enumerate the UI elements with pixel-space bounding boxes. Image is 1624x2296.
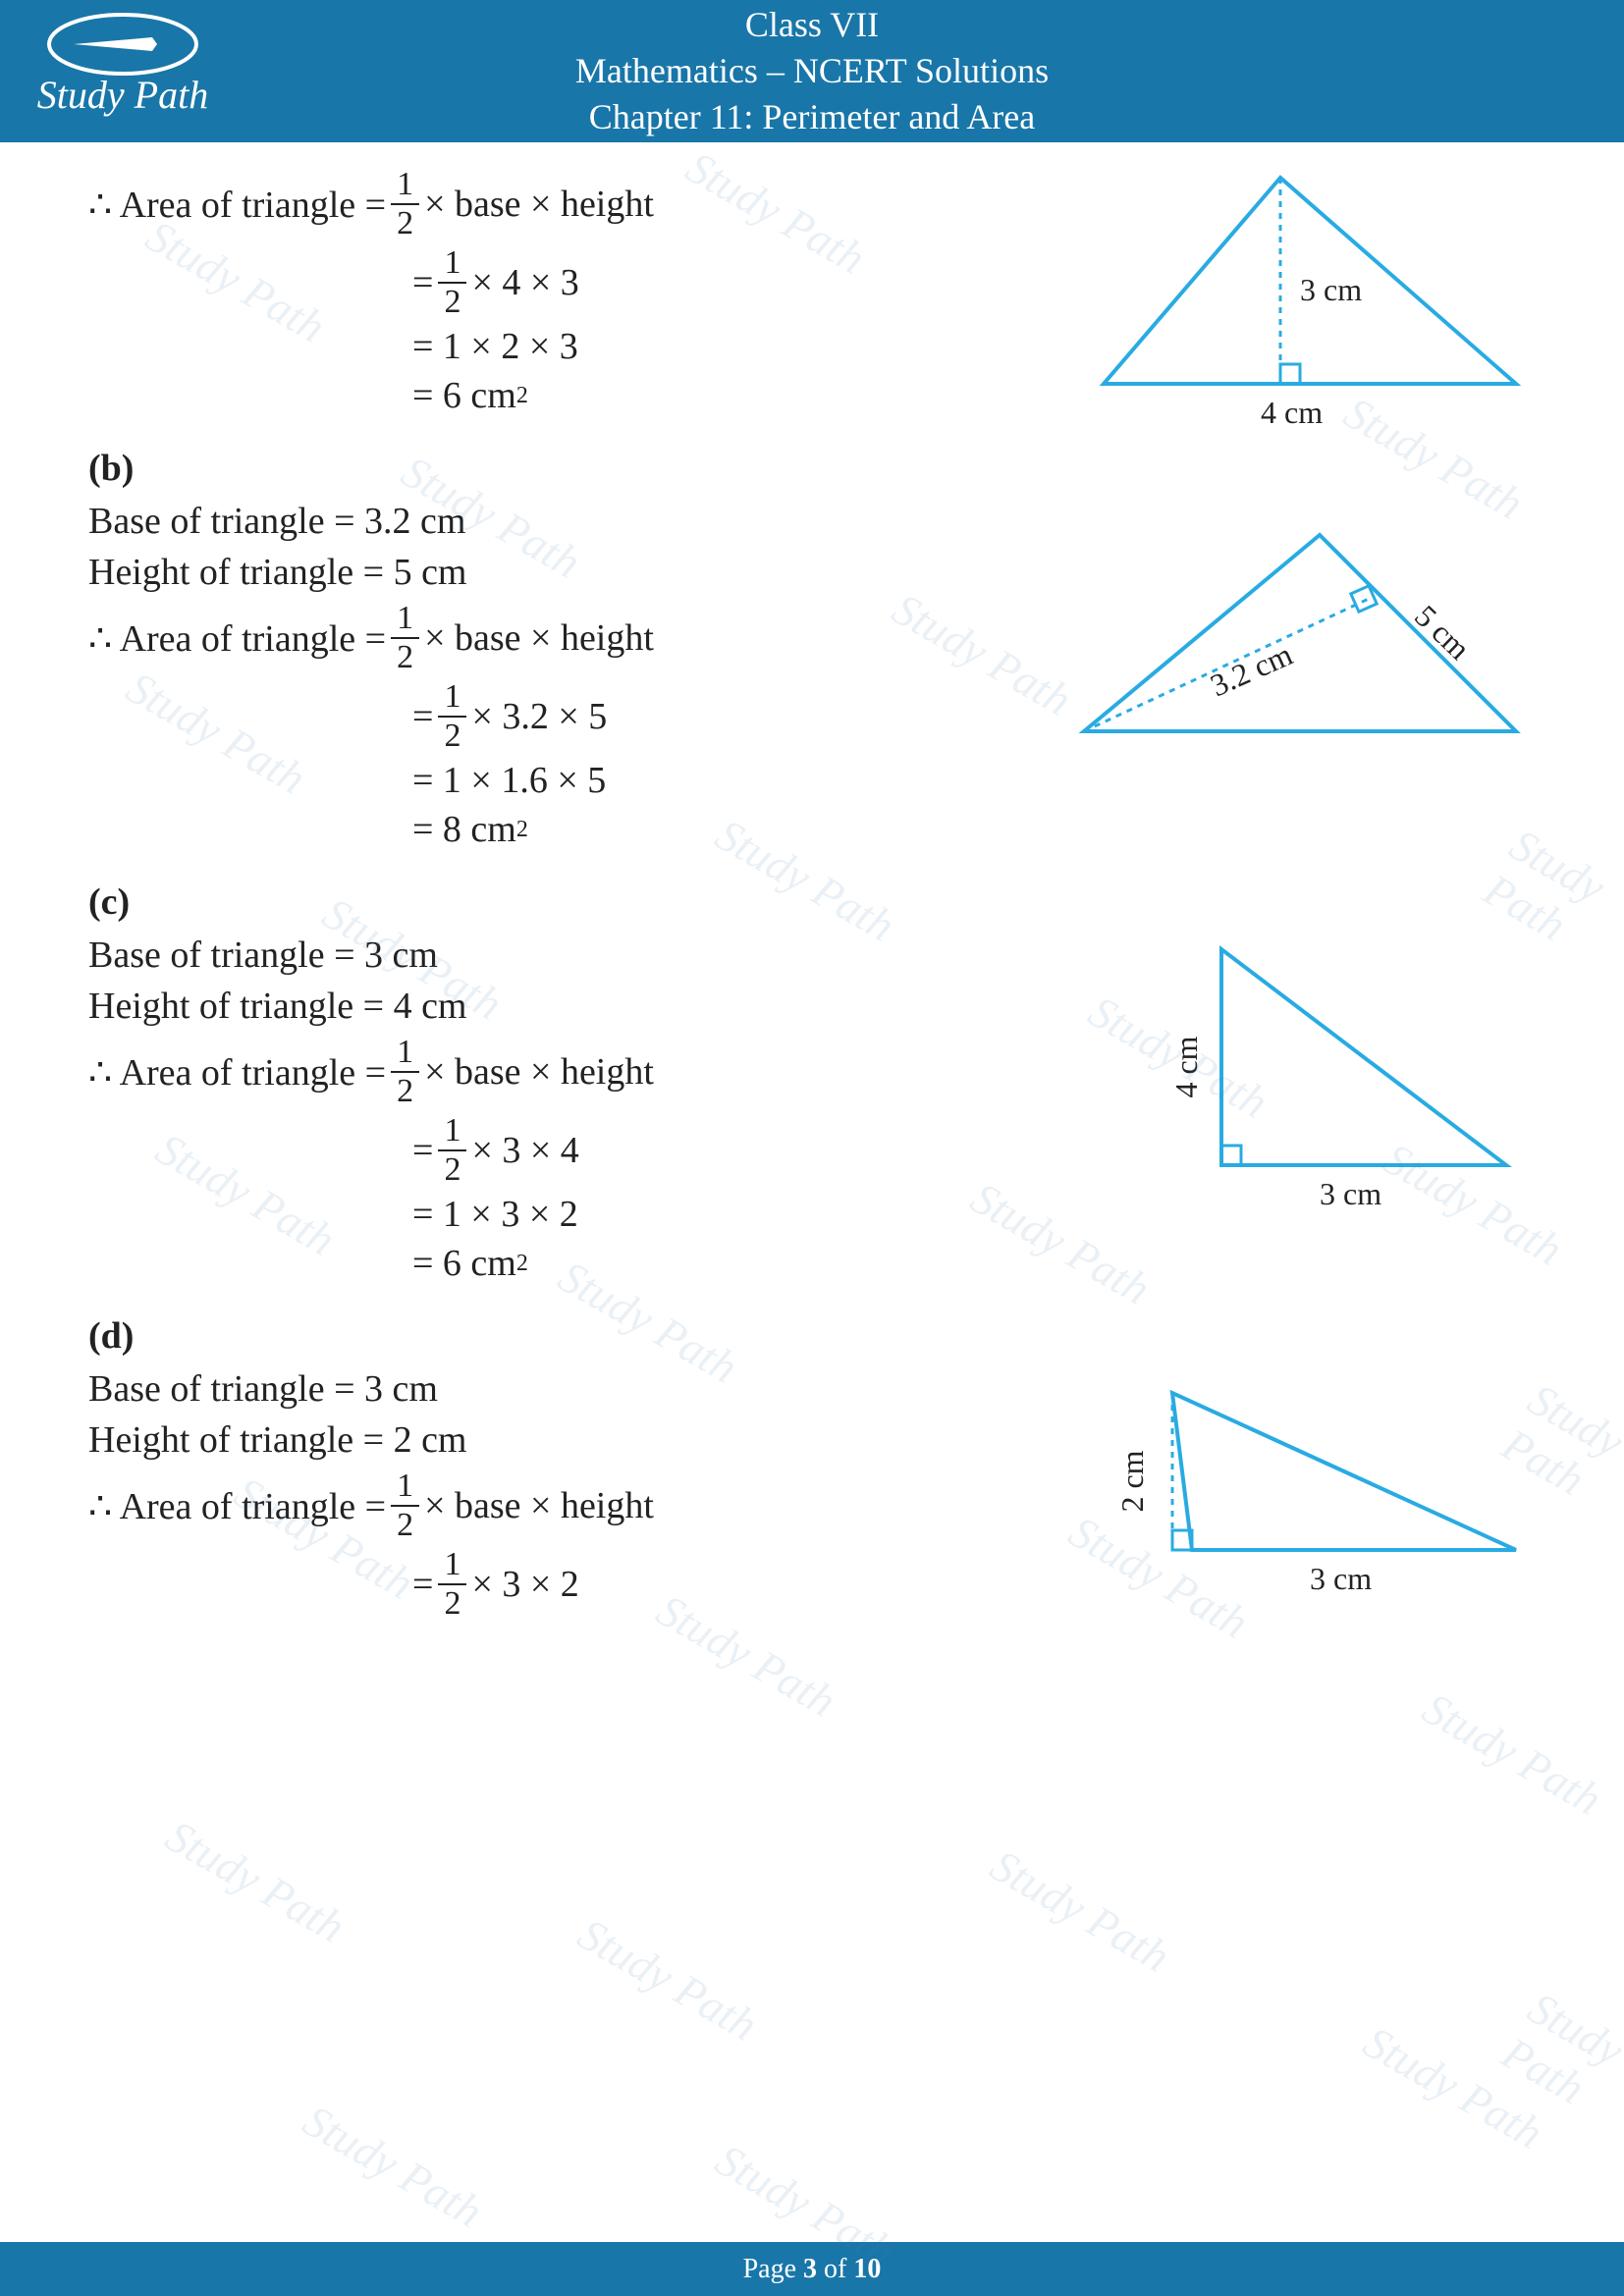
- figure-d: 2 cm 3 cm: [1084, 1373, 1536, 1599]
- figure-c: 4 cm 3 cm: [1143, 930, 1536, 1214]
- fig-height-label: 3 cm: [1300, 272, 1362, 307]
- header-line-2: Mathematics – NCERT Solutions: [0, 48, 1624, 94]
- fig-base-label: 4 cm: [1261, 395, 1323, 430]
- logo: Study Path: [34, 10, 211, 128]
- footer-total-pages: 10: [853, 2254, 881, 2284]
- figure-a: 3 cm 4 cm: [1084, 158, 1536, 433]
- watermark-text: Study Path: [569, 1907, 766, 2051]
- header-line-1: Class VII: [0, 2, 1624, 48]
- step-3: = 8 cm2: [88, 808, 1536, 851]
- part-label-d: (d): [88, 1314, 1536, 1358]
- watermark-text: Study Path: [1414, 1682, 1610, 1825]
- problem-a: ∴ Area of triangle = 12 × base × height …: [88, 168, 1536, 417]
- fig-height-label: 3.2 cm: [1205, 636, 1297, 703]
- footer-prefix: Page: [743, 2254, 803, 2284]
- fraction-half: 12: [391, 602, 419, 674]
- formula-rhs: × base × height: [424, 616, 654, 660]
- watermark-text: Study Path: [157, 1809, 353, 1952]
- page-footer: Page 3 of 10: [0, 2242, 1624, 2296]
- formula-lhs: ∴ Area of triangle =: [88, 183, 386, 227]
- watermark-text: Study Path: [982, 1839, 1178, 1982]
- formula-rhs: × base × height: [424, 1484, 654, 1527]
- watermark-text: Study Path: [1355, 2015, 1551, 2159]
- fraction-half: 12: [438, 246, 466, 319]
- problem-d: (d) Base of triangle = 3 cm Height of tr…: [88, 1314, 1536, 1621]
- header-line-3: Chapter 11: Perimeter and Area: [0, 94, 1624, 140]
- logo-text: Study Path: [37, 73, 208, 117]
- watermark-text: Study Path: [1493, 1982, 1624, 2128]
- page-content: ∴ Area of triangle = 12 × base × height …: [0, 142, 1624, 1621]
- fraction-half: 12: [391, 168, 419, 240]
- fig-base-label: 3 cm: [1310, 1561, 1372, 1596]
- formula-lhs: ∴ Area of triangle =: [88, 1484, 386, 1528]
- fig-height-label: 4 cm: [1168, 1036, 1204, 1097]
- formula-rhs: × base × height: [424, 1050, 654, 1094]
- formula-rhs: × base × height: [424, 183, 654, 226]
- fig-side-label: 5 cm: [1408, 598, 1477, 667]
- problem-b: (b) Base of triangle = 3.2 cm Height of …: [88, 447, 1536, 851]
- step-3: = 6 cm2: [88, 1242, 1536, 1285]
- figure-b: 3.2 cm 5 cm: [1064, 515, 1536, 771]
- footer-mid: of: [817, 2254, 853, 2284]
- fraction-half: 12: [391, 1036, 419, 1108]
- part-label-c: (c): [88, 881, 1536, 924]
- fraction-half: 12: [438, 680, 466, 753]
- part-label-b: (b): [88, 447, 1536, 490]
- formula-lhs: ∴ Area of triangle =: [88, 1050, 386, 1095]
- formula-lhs: ∴ Area of triangle =: [88, 616, 386, 661]
- fraction-half: 12: [438, 1548, 466, 1621]
- footer-current-page: 3: [803, 2254, 817, 2284]
- problem-c: (c) Base of triangle = 3 cm Height of tr…: [88, 881, 1536, 1285]
- fig-base-label: 3 cm: [1320, 1176, 1381, 1211]
- fig-height-label: 2 cm: [1114, 1450, 1150, 1512]
- watermark-text: Study Path: [295, 2094, 491, 2237]
- page-header: Study Path Class VII Mathematics – NCERT…: [0, 0, 1624, 142]
- fraction-half: 12: [438, 1114, 466, 1187]
- fraction-half: 12: [391, 1469, 419, 1542]
